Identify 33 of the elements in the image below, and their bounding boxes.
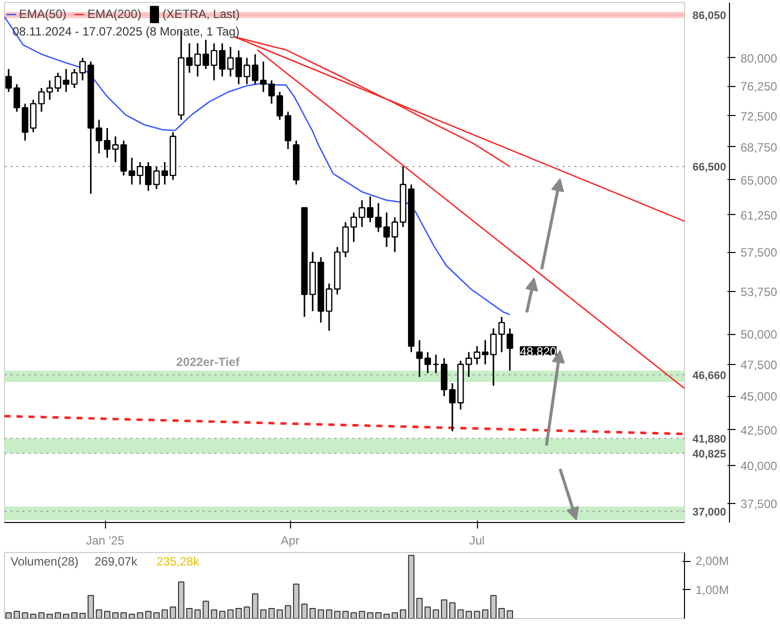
annotation: 48,820 bbox=[520, 344, 557, 358]
x-tick-label: Jul bbox=[469, 534, 485, 548]
y-tick-label: 53,750 bbox=[740, 285, 778, 300]
y-tick-label: 68,750 bbox=[740, 140, 778, 154]
annotation: 2022er-Tief bbox=[176, 354, 240, 369]
ref-line-label: 41,880 bbox=[692, 433, 726, 446]
legend-label: EMA(50) bbox=[19, 7, 66, 21]
y-tick-label: 76,250 bbox=[740, 80, 778, 94]
chart-title: Volumen(28) bbox=[10, 554, 79, 568]
x-tick-label: Apr bbox=[280, 534, 300, 548]
ref-line-label: 46,660 bbox=[692, 370, 726, 382]
y-tick-label: 47,500 bbox=[740, 358, 778, 372]
ref-line-label: 66,500 bbox=[692, 162, 726, 174]
y-tick-label: 42,500 bbox=[740, 423, 778, 438]
y-tick-label: 2,00M bbox=[696, 554, 729, 568]
y-tick-label: 61,250 bbox=[740, 208, 778, 222]
x-tick-label: Jan '25 bbox=[86, 534, 125, 548]
legend-label: EMA(200) bbox=[87, 7, 142, 21]
y-tick-label: 72,500 bbox=[740, 109, 778, 124]
legend-label: (XETRA, Last) bbox=[162, 7, 240, 21]
ref-line-label: 37,000 bbox=[692, 506, 726, 518]
y-tick-label: 80,000 bbox=[740, 51, 778, 66]
y-tick-label: 1,00M bbox=[696, 582, 729, 597]
y-tick-label: 40,000 bbox=[740, 458, 778, 473]
ref-line-label: 40,825 bbox=[692, 448, 726, 460]
annotation: 235,28k bbox=[156, 554, 200, 568]
annotation: 269,07k bbox=[94, 554, 138, 568]
ref-line-label: 86,050 bbox=[692, 10, 726, 22]
y-tick-label: 57,500 bbox=[740, 246, 778, 260]
y-tick-label: 65,000 bbox=[740, 173, 778, 188]
y-tick-label: 45,000 bbox=[740, 390, 778, 404]
y-tick-label: 37,500 bbox=[740, 496, 778, 511]
y-tick-label: 50,000 bbox=[740, 328, 778, 342]
